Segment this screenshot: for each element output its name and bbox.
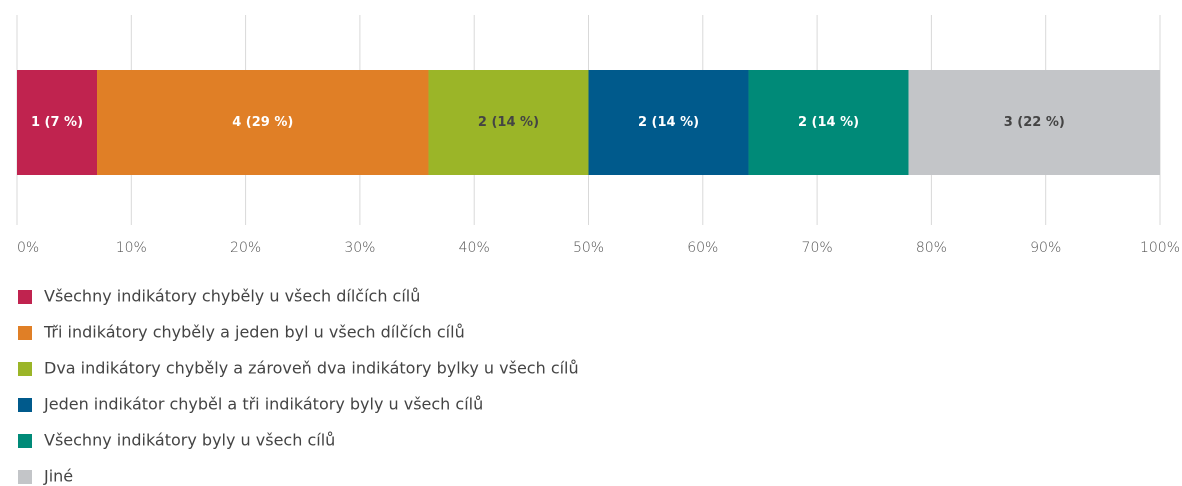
x-tick-label: 40% <box>459 240 490 256</box>
bar-segment <box>588 70 749 175</box>
data-label: 2 (14 %) <box>798 115 859 130</box>
data-label: 4 (29 %) <box>232 115 293 130</box>
bar-segment <box>97 70 429 175</box>
bar-segment <box>17 70 98 175</box>
data-label: 2 (14 %) <box>638 115 699 130</box>
legend-swatch <box>18 326 32 340</box>
bar-segment <box>748 70 909 175</box>
legend-label: Všechny indikátory byly u všech cílů <box>44 431 335 450</box>
legend-swatch <box>18 398 32 412</box>
legend-label: Tři indikátory chyběly a jeden byl u vše… <box>43 323 465 342</box>
x-tick-label: 30% <box>344 240 375 256</box>
legend-label: Všechny indikátory chyběly u všech dílčí… <box>44 287 420 306</box>
x-tick-label: 100% <box>1140 240 1180 256</box>
legend-label: Jiné <box>43 467 73 486</box>
data-label: 2 (14 %) <box>478 115 539 130</box>
bar-segment <box>428 70 589 175</box>
legend-swatch <box>18 362 32 376</box>
x-tick-label: 90% <box>1030 240 1061 256</box>
x-tick-label: 0% <box>17 240 39 256</box>
x-tick-label: 10% <box>116 240 147 256</box>
legend-swatch <box>18 290 32 304</box>
legend-swatch <box>18 434 32 448</box>
x-tick-label: 20% <box>230 240 261 256</box>
bar-segment <box>908 70 1160 175</box>
data-label: 3 (22 %) <box>1004 115 1065 130</box>
x-tick-label: 50% <box>573 240 604 256</box>
legend-swatch <box>18 470 32 484</box>
data-label: 1 (7 %) <box>31 115 83 130</box>
x-tick-label: 60% <box>687 240 718 256</box>
legend-label: Dva indikátory chyběly a zároveň dva ind… <box>44 359 579 378</box>
legend-label: Jeden indikátor chyběl a tři indikátory … <box>43 395 483 414</box>
x-tick-label: 80% <box>916 240 947 256</box>
x-tick-label: 70% <box>802 240 833 256</box>
